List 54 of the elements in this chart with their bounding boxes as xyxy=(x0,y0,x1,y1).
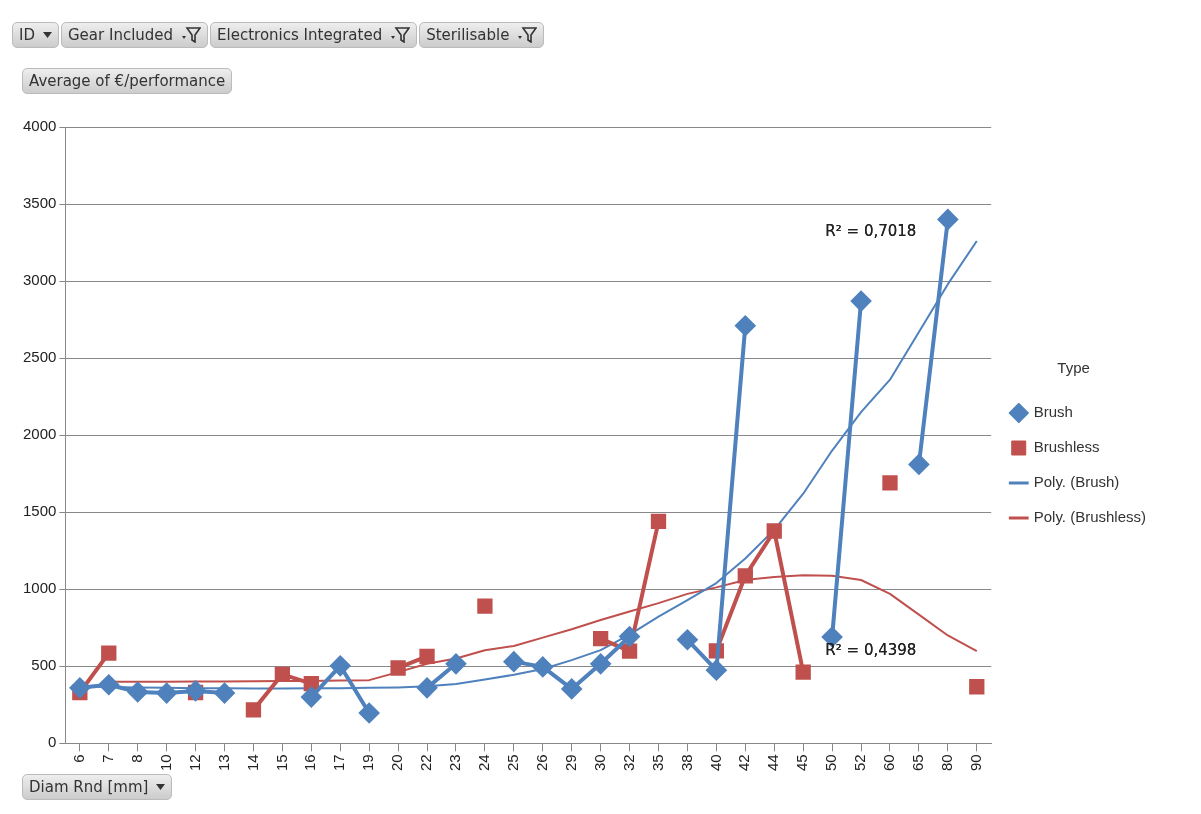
x-tick-label: 80 xyxy=(937,754,955,771)
x-tick-label: 15 xyxy=(272,754,290,771)
y-tick-label: 2500 xyxy=(22,348,57,366)
x-tick-label: 42 xyxy=(735,754,753,771)
y-tick-label: 500 xyxy=(31,656,57,674)
y-axis-title: Average of €/performance xyxy=(29,72,226,90)
x-tick-label: 6 xyxy=(69,754,87,763)
legend-label: Poly. (Brushless) xyxy=(1033,508,1147,526)
x-tick-label: 8 xyxy=(127,754,145,763)
legend-label: Poly. (Brush) xyxy=(1033,473,1120,491)
x-tick-label: 17 xyxy=(330,754,348,771)
x-tick-label: 13 xyxy=(214,754,232,771)
y-tick-label: 4000 xyxy=(22,117,57,135)
x-tick-label: 32 xyxy=(619,754,637,771)
x-tick-label: 24 xyxy=(475,754,493,771)
x-tick-label: 35 xyxy=(648,754,666,771)
x-tick-label: 26 xyxy=(532,754,550,771)
x-axis-title: Diam Rnd [mm] xyxy=(29,778,149,796)
x-tick-label: 25 xyxy=(503,754,521,771)
x-tick-label: 16 xyxy=(301,754,319,771)
x-tick-label: 22 xyxy=(417,754,435,771)
text: ID xyxy=(19,26,35,44)
legend-label: Brush xyxy=(1033,403,1073,421)
x-tick-label: 12 xyxy=(185,754,203,771)
x-tick-label: 38 xyxy=(677,754,695,771)
text: Sterilisable xyxy=(426,26,510,44)
legend-label: Brushless xyxy=(1033,438,1100,456)
x-tick-label: 45 xyxy=(793,754,811,771)
x-tick-label: 23 xyxy=(446,754,464,771)
y-tick-label: 1000 xyxy=(22,579,57,597)
x-tick-label: 40 xyxy=(706,754,724,771)
y-tick-label: 2000 xyxy=(22,425,57,443)
x-tick-label: 7 xyxy=(98,754,116,763)
x-tick-label: 44 xyxy=(764,754,782,771)
y-tick-label: 1500 xyxy=(22,502,57,520)
y-tick-label: 3500 xyxy=(22,194,57,212)
x-tick-label: 30 xyxy=(590,754,608,771)
x-tick-label: 60 xyxy=(880,754,898,771)
text: Electronics Integrated xyxy=(217,26,383,44)
x-tick-label: 19 xyxy=(359,754,377,771)
x-tick-label: 65 xyxy=(909,754,927,771)
x-tick-label: 52 xyxy=(851,754,869,771)
annotation: R² = 0,7018 xyxy=(825,221,917,240)
x-tick-label: 10 xyxy=(156,754,174,771)
x-tick-label: 90 xyxy=(966,754,984,771)
text: Gear Included xyxy=(67,26,174,44)
y-tick-label: 3000 xyxy=(22,271,57,289)
x-tick-label: 20 xyxy=(388,754,406,771)
y-tick-label: 0 xyxy=(48,733,57,751)
x-tick-label: 14 xyxy=(243,754,261,771)
x-tick-label: 50 xyxy=(822,754,840,771)
legend-title: Type xyxy=(1057,359,1090,377)
x-tick-label: 29 xyxy=(561,754,579,771)
annotation: R² = 0,4398 xyxy=(825,640,917,659)
